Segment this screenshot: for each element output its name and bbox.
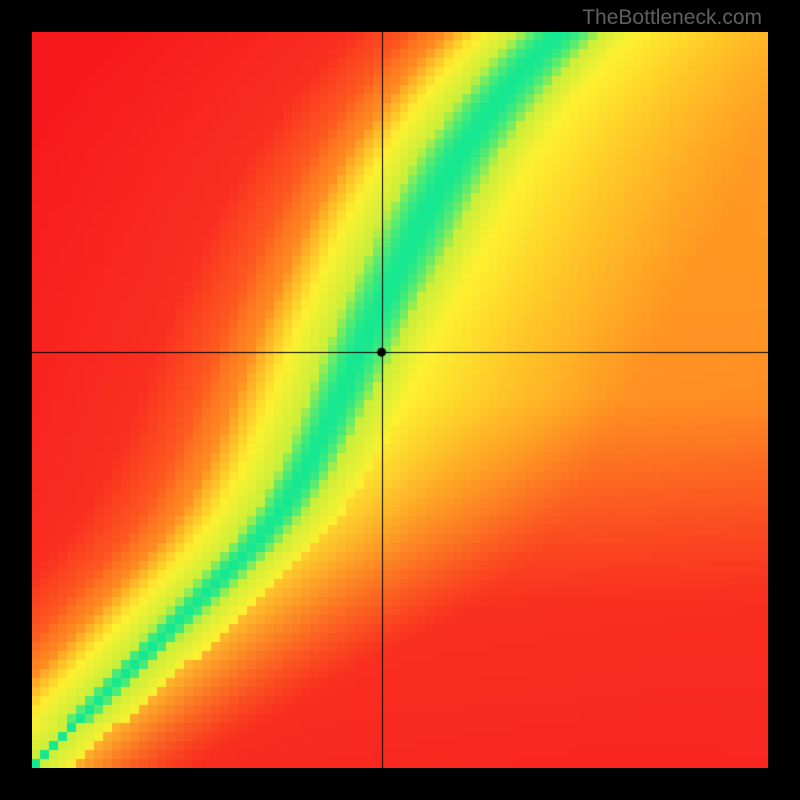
- chart-container: TheBottleneck.com: [0, 0, 800, 800]
- heatmap-canvas: [32, 32, 768, 768]
- watermark-text: TheBottleneck.com: [582, 6, 762, 30]
